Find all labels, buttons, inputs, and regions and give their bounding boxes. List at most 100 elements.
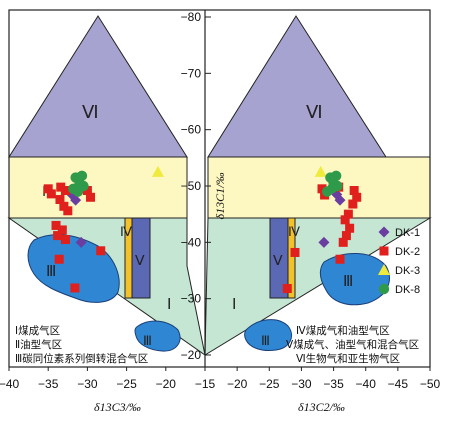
zone-label-ii-left: Ⅲ: [143, 333, 152, 348]
zone-label-vi-left: Ⅵ: [82, 102, 99, 122]
zone-label-iv-right: Ⅳ: [288, 224, 300, 239]
zone-vi-right: [207, 15, 387, 158]
zone-label-v-right: Ⅴ: [273, 254, 283, 269]
data-points: [43, 165, 362, 294]
legend: DK-1 DK-2 DK-3 DK-8: [378, 226, 420, 296]
y-tick-label: −30: [181, 292, 202, 306]
dk-2-point-right: [340, 215, 350, 225]
dk-2-point-right: [352, 192, 362, 202]
dk-3-point-left: [151, 165, 164, 177]
x-tick-label-left: −25: [116, 377, 137, 391]
zone-label-iv-left: Ⅳ: [120, 224, 132, 239]
dk-2-point-left: [53, 231, 63, 241]
dk-2-point-left: [59, 201, 69, 211]
zone-v-left-box: [131, 217, 151, 299]
dk-2-point-left: [54, 254, 64, 264]
x-tick-label-left: −30: [77, 377, 98, 391]
legend-label-dk-8: DK-8: [395, 284, 420, 296]
dk-2-point-right: [341, 231, 351, 241]
y-tick-label: −70: [181, 66, 202, 80]
dk-2-point-right: [338, 237, 348, 247]
y-tick-label: −50: [181, 179, 202, 193]
dk-8-point-right: [321, 186, 333, 197]
note-left-1: Ⅰ煤成气区: [15, 324, 60, 337]
dk-3-point-right: [314, 165, 327, 177]
legend-label-dk-1: DK-1: [395, 227, 420, 239]
x-tick-label-right: −20: [227, 377, 248, 391]
plot-frame: [8, 9, 431, 368]
dk-2-point-right: [345, 223, 355, 233]
legend-marker-dk-2: [379, 246, 389, 256]
x-tick-label-right: −50: [420, 377, 441, 391]
note-right-2: Ⅴ煤成气、油型气和混合气区: [286, 338, 419, 351]
dk-8-point-left: [72, 186, 84, 197]
dk-2-point-left: [63, 206, 73, 216]
dk-2-point-left: [60, 235, 70, 245]
zone-label-ii-right: Ⅲ: [261, 333, 270, 348]
zone-regions: [7, 15, 432, 357]
zone-iv-left: [8, 156, 188, 219]
x-tick-label-left: −20: [156, 377, 177, 391]
dk-2-point-left: [51, 220, 61, 230]
dk-2-point-right: [282, 284, 292, 294]
note-right-3: Ⅵ生物气和亚生物气区: [296, 352, 400, 365]
x-tick-label-left: −40: [0, 377, 20, 391]
dk-2-point-right: [343, 209, 353, 219]
zone-iii-left-lower: [134, 320, 181, 352]
dk-2-point-left: [56, 182, 66, 192]
y-tick-label: −60: [181, 123, 202, 137]
dk-2-point-right: [290, 247, 300, 257]
zone-vi-left: [8, 15, 188, 158]
x-axis-label-left: δ13C3/‰: [94, 400, 141, 414]
legend-marker-dk-1: [378, 226, 390, 238]
x-tick-label-right: −40: [356, 377, 377, 391]
dk-2-point-left: [43, 184, 53, 194]
dk-2-point-right: [317, 184, 327, 194]
x-tick-label-left: −15: [195, 377, 216, 391]
dk-2-point-left: [46, 189, 56, 199]
dk-2-point-right: [335, 254, 345, 264]
y-tick-label: −20: [181, 348, 202, 362]
dk-1-point-right: [318, 236, 330, 248]
dk-2-point-left: [55, 195, 65, 205]
dk-1-point-left: [75, 236, 87, 248]
y-axis-label: δ13C1/‰: [213, 173, 227, 220]
x-tick-label-right: −30: [291, 377, 312, 391]
note-right-1: Ⅳ煤成气和油型气区: [296, 324, 390, 337]
dk-2-point-left: [57, 225, 67, 235]
y-tick-label: −40: [181, 235, 202, 249]
dk-1-point-right: [334, 194, 346, 206]
zone-iii-right: [319, 252, 390, 306]
dk-2-point-left: [96, 246, 106, 256]
dk-2-point-left: [70, 283, 80, 293]
legend-label-dk-2: DK-2: [395, 246, 420, 258]
dk-1-point-left: [70, 194, 82, 206]
dk-2-point-right: [349, 186, 359, 196]
dk-2-point-left: [60, 186, 70, 196]
notes: Ⅰ煤成气区 Ⅱ油型气区 Ⅲ碳同位素系列倒转混合气区 Ⅳ煤成气和油型气区 Ⅴ煤成气…: [15, 324, 419, 365]
dk-2-point-left: [82, 186, 92, 196]
zone-iii-right-lower: [244, 319, 292, 351]
zone-label-iii-left: Ⅲ: [46, 264, 56, 280]
dk-2-point-right: [348, 199, 358, 209]
zone-label-vi-right: Ⅵ: [306, 102, 323, 122]
zone-label-iii-right: Ⅲ: [343, 274, 353, 290]
axis-ticks: −80−70−60−50−40−30−20−40 −35 −30 −25 −20 −15−…: [0, 10, 441, 391]
note-left-3: Ⅲ碳同位素系列倒转混合气区: [15, 352, 148, 365]
x-tick-label-left: −35: [38, 377, 59, 391]
zone-label-i-left: Ⅰ: [167, 297, 171, 313]
legend-marker-dk-3: [378, 264, 390, 275]
legend-label-dk-3: DK-3: [395, 265, 420, 277]
y-tick-label: −80: [181, 10, 202, 24]
legend-marker-dk-8: [378, 283, 390, 295]
x-tick-label-right: −35: [323, 377, 344, 391]
zone-label-v-left: Ⅴ: [135, 254, 145, 269]
x-tick-label-right: −45: [388, 377, 409, 391]
zone-label-i-right: Ⅰ: [232, 297, 236, 313]
x-tick-label-right: −25: [259, 377, 280, 391]
zone-labels: Ⅵ Ⅵ Ⅳ Ⅳ Ⅴ Ⅴ Ⅰ Ⅰ Ⅰ Ⅰ Ⅲ Ⅲ Ⅲ Ⅲ: [42, 102, 353, 348]
x-axis-label-right: δ13C2/‰: [298, 400, 345, 414]
dk-2-point-left: [86, 192, 96, 202]
note-left-2: Ⅱ油型气区: [15, 338, 62, 351]
